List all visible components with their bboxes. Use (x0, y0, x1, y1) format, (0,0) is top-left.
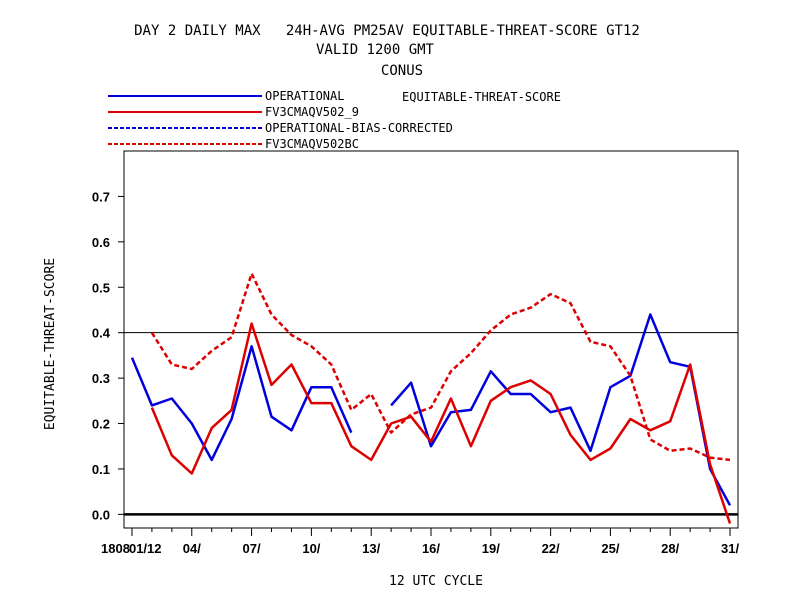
y-tick-label: 0.1 (92, 462, 110, 477)
y-tick-label: 0.4 (92, 326, 111, 341)
x-axis-label: 12 UTC CYCLE (389, 574, 483, 589)
y-tick-label: 0.5 (92, 280, 110, 295)
x-tick-label: 19/ (482, 541, 500, 556)
legend: OPERATIONAL FV3CMAQV502_9 OPERATIONAL-BIAS… (108, 89, 453, 151)
legend-title: EQUITABLE-THREAT-SCORE (402, 90, 561, 104)
legend-label-3: FV3CMAQV502BC (265, 137, 359, 151)
x-tick-label: 25/ (601, 541, 619, 556)
chart-subtitle: VALID 1200 GMT (316, 42, 435, 58)
y-axis-label: EQUITABLE-THREAT-SCORE (43, 258, 58, 430)
series-line-0 (130, 313, 732, 506)
y-tick-label: 0.0 (92, 507, 110, 522)
x-tick-label: 28/ (661, 541, 679, 556)
chart-region: CONUS (381, 63, 423, 79)
y-tick-label: 0.7 (92, 189, 110, 204)
plot-frame (123, 150, 739, 529)
y-tick-label: 0.6 (92, 235, 110, 250)
x-tick-label: 10/ (302, 541, 320, 556)
y-tick-label: 0.2 (92, 417, 110, 432)
x-tick-label: 07/ (243, 541, 261, 556)
series-line-1 (150, 322, 732, 524)
x-tick-label: 16/ (422, 541, 440, 556)
legend-label-1: FV3CMAQV502_9 (265, 105, 359, 119)
x-tick-label: 13/ (362, 541, 380, 556)
x-axis-prefix: 1808 (101, 541, 130, 556)
x-tick-label: 22/ (542, 541, 560, 556)
x-tick-label: 31/ (721, 541, 739, 556)
x-tick-label: 04/ (183, 541, 201, 556)
series-line-3 (150, 272, 731, 462)
legend-label-0: OPERATIONAL (265, 89, 344, 103)
chart-title: DAY 2 DAILY MAX 24H-AVG PM25AV EQUITABLE… (134, 23, 640, 39)
legend-label-2: OPERATIONAL-BIAS-CORRECTED (265, 121, 453, 135)
y-tick-label: 0.3 (92, 371, 110, 386)
x-tick-label: 01/12 (129, 541, 162, 556)
